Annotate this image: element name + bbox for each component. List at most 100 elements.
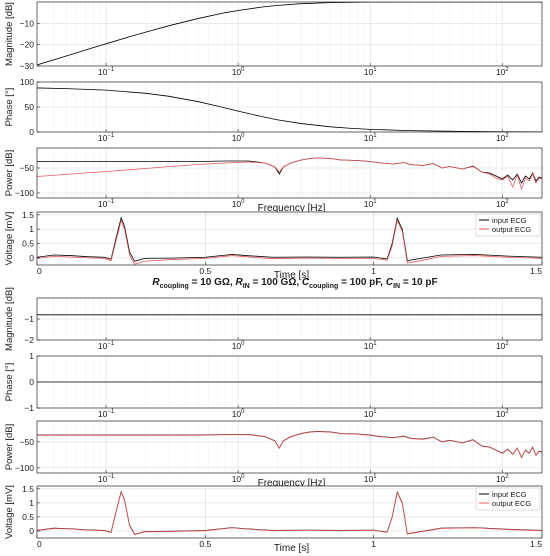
x-tick-label: 100: [232, 67, 245, 77]
x-tick-base: 10: [98, 474, 108, 484]
x-tick-label: 101: [364, 474, 377, 484]
x-tick-label: 100: [232, 199, 245, 209]
x-tick-label: 0: [37, 266, 42, 276]
x-tick-exponent: 2: [505, 67, 509, 73]
x-tick-base: 10: [98, 199, 108, 209]
x-tick-base: 10: [98, 133, 108, 143]
x-tick-label: 100: [232, 474, 245, 484]
title-segment: = 10 GΩ,: [189, 277, 236, 288]
series-line-0: [37, 87, 542, 132]
x-tick-base: 10: [496, 67, 506, 77]
x-tick-label: 10−1: [98, 409, 115, 419]
axes-frame: [36, 1, 543, 67]
y-tick-label: −50: [20, 437, 35, 447]
x-tick-exponent: −1: [107, 409, 115, 415]
group-title-bottom: Rcoupling = 10 GΩ, RIN = 100 GΩ, Ccoupli…: [152, 277, 437, 290]
title-segment: coupling: [309, 283, 338, 290]
y-tick-label: 0.5: [22, 239, 34, 249]
x-tick-exponent: 1: [373, 409, 377, 415]
x-tick-label: 101: [364, 199, 377, 209]
x-axis-label: Time [s]: [274, 270, 309, 281]
x-tick-label: 100: [232, 133, 245, 143]
x-tick-exponent: −1: [107, 474, 115, 480]
x-tick-exponent: 0: [241, 474, 245, 480]
y-tick-label: 0: [29, 127, 34, 137]
y-axis-label: Voltage [mV]: [4, 485, 15, 539]
legend-box: [475, 213, 541, 237]
x-tick-exponent: 0: [241, 341, 245, 347]
x-tick-label: 102: [496, 67, 509, 77]
x-tick-label: 0.5: [199, 539, 211, 549]
x-tick-base: 10: [98, 67, 108, 77]
plot-area: [37, 148, 542, 198]
x-tick-exponent: −1: [107, 341, 115, 347]
y-tick-label: 1.5: [22, 210, 34, 220]
y-axis-label: Voltage [mV]: [4, 212, 15, 266]
x-tick-base: 10: [232, 409, 242, 419]
y-axis-label: Phase [°]: [4, 363, 15, 402]
y-tick-label: −100: [15, 463, 34, 473]
x-tick-label: 10−1: [98, 133, 115, 143]
x-tick-exponent: 1: [373, 474, 377, 480]
x-tick-label: 101: [364, 341, 377, 351]
x-tick-base: 10: [496, 199, 506, 209]
x-tick-label: 1: [371, 266, 376, 276]
x-tick-label: 1.5: [530, 539, 542, 549]
axes-frame: [36, 147, 543, 199]
y-tick-label: −10: [20, 18, 35, 28]
y-tick-label: 50: [25, 102, 35, 112]
title-segment: coupling: [160, 283, 189, 290]
x-tick-exponent: 0: [241, 67, 245, 73]
y-tick-label: −30: [20, 61, 35, 71]
x-tick-base: 10: [364, 474, 374, 484]
title-segment: = 10 pF: [400, 277, 438, 288]
x-tick-base: 10: [232, 133, 242, 143]
panel-voltage-top: 0 0.5 1 1.5 0 0.5 1 1.5 Voltage [mV] Time [s] inpu…: [4, 210, 543, 281]
x-tick-base: 10: [496, 341, 506, 351]
x-tick-label: 0: [37, 539, 42, 549]
y-axis-label: Phase [°]: [4, 88, 15, 127]
y-axis-label: Magnitude [dB]: [4, 2, 15, 66]
x-tick-label: 1: [371, 539, 376, 549]
y-tick-label: 0.5: [22, 512, 34, 522]
x-axis-label: Frequency [Hz]: [258, 203, 326, 214]
x-tick-label: 101: [364, 409, 377, 419]
y-tick-label: −1: [24, 314, 34, 324]
series-line-1: [37, 157, 542, 191]
legend-entry: input ECG: [492, 490, 527, 499]
y-tick-label: 1: [29, 498, 34, 508]
title-segment: C: [302, 277, 310, 288]
y-tick-label: 100: [20, 77, 34, 87]
x-tick-base: 10: [232, 474, 242, 484]
legend-entry: output ECG: [492, 225, 531, 234]
x-tick-label: 10−1: [98, 199, 115, 209]
y-tick-label: 0: [29, 526, 34, 536]
x-tick-base: 10: [98, 409, 108, 419]
title-segment: IN: [243, 283, 250, 290]
x-tick-label: 102: [496, 341, 509, 351]
legend-box: [475, 487, 541, 511]
plot-area: [37, 486, 542, 538]
x-tick-base: 10: [364, 199, 374, 209]
title-segment: R: [235, 277, 243, 288]
x-tick-label: 100: [232, 409, 245, 419]
y-tick-label: 1: [29, 224, 34, 234]
y-tick-label: −1: [24, 403, 34, 413]
x-tick-exponent: −1: [107, 67, 115, 73]
y-tick-label: −2: [24, 335, 34, 345]
x-axis-label: Frequency [Hz]: [258, 478, 326, 489]
y-tick-label: 0: [29, 377, 34, 387]
plot-area: [37, 421, 542, 473]
panel-voltage-bottom: 0 0.5 1 1.5 0 0.5 1 1.5 Voltage [mV] Time [s] inpu…: [4, 484, 543, 554]
x-tick-label: 1.5: [530, 266, 542, 276]
x-tick-label: 102: [496, 409, 509, 419]
series-line-output-ecg: [37, 219, 542, 265]
